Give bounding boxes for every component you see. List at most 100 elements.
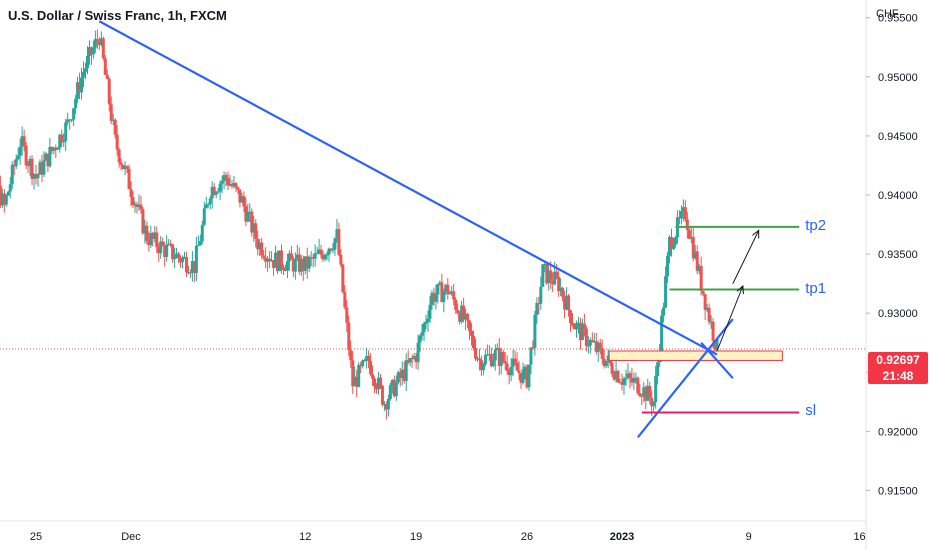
candle-body <box>260 242 264 256</box>
candle-body <box>578 322 582 341</box>
candle-body <box>438 282 442 285</box>
candle-body <box>701 291 705 295</box>
candle-body <box>614 371 618 380</box>
arrow-shaft <box>716 285 744 352</box>
candle-body <box>347 322 351 351</box>
candle-body <box>709 321 713 323</box>
candle-body <box>600 348 604 359</box>
candle-body <box>456 309 460 314</box>
current-price-tag: 0.92697 21:48 <box>868 352 928 384</box>
candle-body <box>604 360 608 367</box>
candle-body <box>567 295 571 311</box>
candle-body <box>477 358 481 361</box>
candle-body <box>234 183 238 188</box>
candle-body <box>707 307 711 322</box>
candle-body <box>28 158 32 166</box>
candle-body <box>285 261 289 271</box>
candle-body <box>161 241 165 246</box>
candle-body <box>705 307 709 310</box>
candle-body <box>240 196 244 203</box>
candle-body <box>677 217 681 219</box>
candle-body <box>365 356 369 360</box>
candle-body <box>177 253 181 258</box>
candle-body <box>113 119 117 135</box>
candle-body <box>460 305 464 322</box>
candle-body <box>466 313 470 321</box>
candle-body <box>303 256 307 271</box>
candle-body <box>584 328 588 346</box>
candle-body <box>139 204 143 210</box>
candle-body <box>16 155 20 160</box>
currency-label: CHF <box>876 8 899 20</box>
candle-body <box>105 74 109 79</box>
candle-body <box>430 292 434 305</box>
candle-body <box>20 136 24 147</box>
candles <box>0 29 719 420</box>
candle-body <box>58 134 62 149</box>
candle-body <box>8 184 12 192</box>
candle-body <box>301 258 305 271</box>
candle-body <box>576 322 580 324</box>
candle-body <box>121 164 125 170</box>
candle-body <box>626 373 630 378</box>
x-tick-label: Dec <box>121 531 141 543</box>
candle-body <box>711 321 715 341</box>
candle-body <box>446 284 450 295</box>
candle-body <box>673 237 677 245</box>
candle-body <box>594 341 598 352</box>
candle-body <box>582 323 586 329</box>
candle-body <box>612 373 616 380</box>
candle-body <box>62 141 66 143</box>
candle-body <box>270 259 274 262</box>
candle-body <box>353 376 357 387</box>
candle-body <box>378 377 382 386</box>
candle-body <box>299 258 303 272</box>
candle-body <box>543 264 547 266</box>
candle-body <box>50 146 54 151</box>
candle-body <box>519 373 523 383</box>
candle-body <box>109 104 113 121</box>
candle-body <box>78 82 82 93</box>
candle-body <box>495 347 499 350</box>
candle-body <box>279 250 283 268</box>
candle-body <box>311 257 315 259</box>
candle-body <box>272 259 276 268</box>
candle-body <box>56 148 60 150</box>
candle-body <box>188 272 192 274</box>
candle-body <box>630 377 634 383</box>
candle-body <box>535 303 539 315</box>
candle-body <box>242 196 246 207</box>
candle-body <box>375 386 379 390</box>
candle-body <box>571 323 575 326</box>
candle-body <box>681 207 685 212</box>
candle-body <box>131 197 135 206</box>
candle-body <box>153 232 157 239</box>
candle-body <box>4 195 8 205</box>
candle-body <box>646 385 650 401</box>
candle-body <box>592 341 596 343</box>
candle-body <box>671 244 675 249</box>
candle-body <box>422 323 426 333</box>
candle-body <box>588 339 592 346</box>
candle-body <box>244 206 248 222</box>
candle-body <box>186 272 190 274</box>
x-tick-label: 2023 <box>610 531 634 543</box>
candle-body <box>133 204 137 206</box>
candle-body <box>515 362 519 371</box>
candle-body <box>91 47 95 55</box>
candle-body <box>232 183 236 187</box>
candle-body <box>40 162 44 175</box>
candle-body <box>169 243 173 245</box>
current-price: 0.92697 <box>876 353 920 367</box>
candle-body <box>533 314 537 348</box>
candle-body <box>545 264 549 284</box>
candle-body <box>369 361 373 375</box>
candle-body <box>367 356 371 362</box>
candle-body <box>654 376 658 403</box>
candle-body <box>44 153 48 161</box>
candle-body <box>628 373 632 378</box>
candle-body <box>226 178 230 186</box>
candle-body <box>276 252 280 271</box>
